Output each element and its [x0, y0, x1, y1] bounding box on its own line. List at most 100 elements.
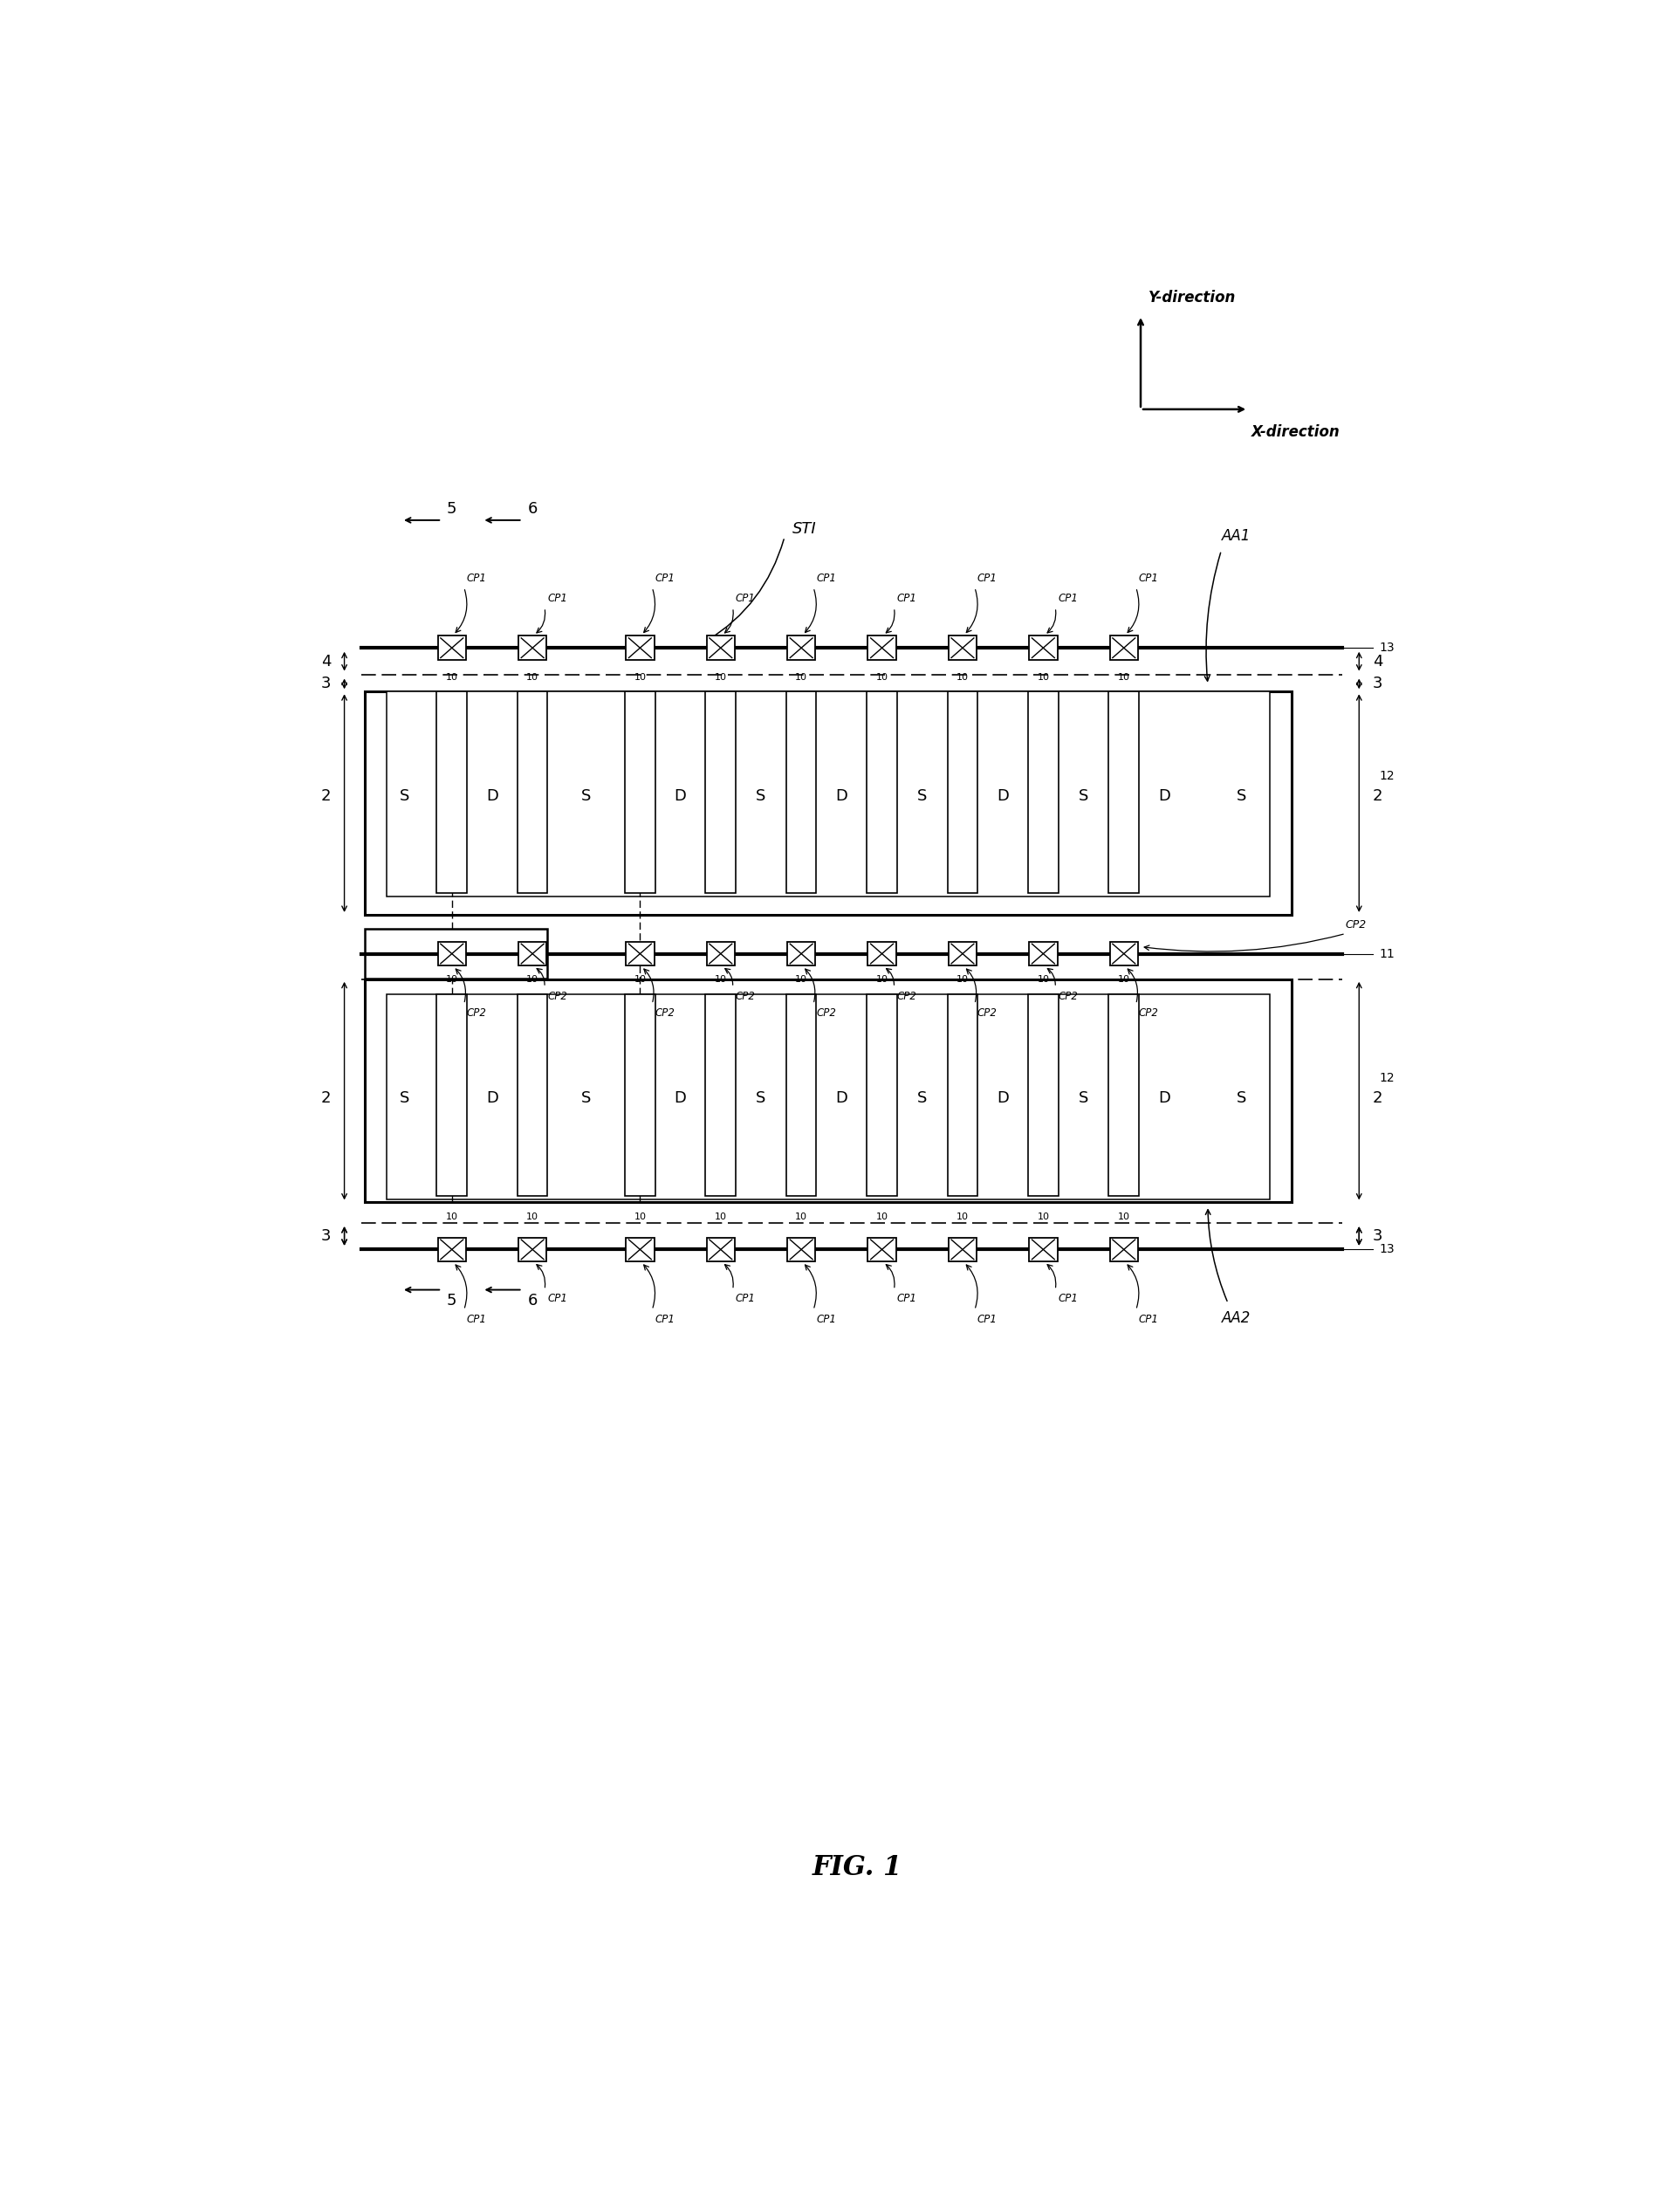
Text: CP2: CP2: [897, 991, 917, 1002]
Bar: [365, 692, 1292, 916]
Text: D: D: [487, 1091, 499, 1106]
Text: CP2: CP2: [654, 1006, 674, 1020]
Text: Y-direction: Y-direction: [1149, 290, 1236, 305]
Text: CP1: CP1: [736, 1294, 756, 1305]
Text: 10: 10: [1037, 975, 1049, 984]
Bar: [706, 1237, 734, 1261]
Text: 12: 12: [1379, 1073, 1395, 1084]
Bar: [386, 692, 1270, 896]
Text: 13: 13: [1379, 641, 1395, 655]
Bar: [788, 635, 815, 659]
Text: CP1: CP1: [736, 593, 756, 604]
Text: 2: 2: [321, 1091, 331, 1106]
Text: 4: 4: [1372, 653, 1382, 670]
Text: 10: 10: [1037, 1212, 1049, 1221]
Bar: [626, 942, 654, 967]
Text: 2: 2: [1372, 787, 1382, 803]
Text: D: D: [1158, 1091, 1169, 1106]
Bar: [517, 692, 547, 894]
Text: 10: 10: [634, 1212, 646, 1221]
Bar: [437, 692, 467, 894]
Text: 10: 10: [1118, 975, 1129, 984]
Bar: [786, 993, 816, 1197]
Text: 10: 10: [527, 975, 539, 984]
Text: 11: 11: [1379, 947, 1395, 960]
Bar: [519, 635, 547, 659]
Bar: [438, 942, 467, 967]
Text: 12: 12: [1379, 770, 1395, 781]
Text: CP1: CP1: [816, 1314, 836, 1325]
Text: 3: 3: [321, 675, 331, 690]
Bar: [626, 1237, 654, 1261]
Text: CP2: CP2: [977, 1006, 997, 1020]
Bar: [706, 692, 736, 894]
Text: CP1: CP1: [547, 593, 567, 604]
Bar: [386, 993, 1270, 1199]
Text: 10: 10: [1037, 672, 1049, 681]
Bar: [868, 635, 897, 659]
Bar: [1109, 635, 1138, 659]
Text: D: D: [674, 787, 686, 803]
Text: 10: 10: [634, 975, 646, 984]
Bar: [868, 1237, 897, 1261]
Text: CP1: CP1: [977, 1314, 997, 1325]
Text: S: S: [756, 1091, 766, 1106]
Text: CP1: CP1: [977, 573, 997, 584]
Text: 10: 10: [795, 975, 808, 984]
Text: 6: 6: [527, 502, 537, 518]
Text: CP1: CP1: [654, 1314, 674, 1325]
Text: D: D: [997, 787, 1009, 803]
Text: 10: 10: [877, 672, 888, 681]
Bar: [1109, 692, 1139, 894]
Bar: [706, 993, 736, 1197]
Text: 10: 10: [714, 672, 726, 681]
Text: CP2: CP2: [1139, 1006, 1159, 1020]
Text: CP1: CP1: [1057, 1294, 1077, 1305]
Bar: [519, 942, 547, 967]
Text: 10: 10: [634, 672, 646, 681]
Text: 6: 6: [527, 1294, 537, 1310]
Bar: [1029, 635, 1057, 659]
Text: CP1: CP1: [1057, 593, 1077, 604]
Bar: [437, 993, 467, 1197]
Text: 5: 5: [447, 1294, 457, 1310]
Text: S: S: [1236, 1091, 1246, 1106]
Text: 10: 10: [714, 1212, 726, 1221]
Text: X-direction: X-direction: [1251, 425, 1340, 440]
Bar: [1029, 993, 1059, 1197]
Text: 10: 10: [445, 672, 458, 681]
Text: S: S: [917, 787, 927, 803]
Text: S: S: [581, 1091, 591, 1106]
Text: 10: 10: [957, 975, 969, 984]
Text: CP1: CP1: [897, 1294, 917, 1305]
Text: D: D: [1158, 787, 1169, 803]
Text: 10: 10: [1118, 672, 1129, 681]
Text: AA1: AA1: [1221, 529, 1250, 544]
Text: 10: 10: [1118, 1212, 1129, 1221]
Text: CP2: CP2: [1057, 991, 1077, 1002]
Text: CP1: CP1: [1139, 1314, 1159, 1325]
Bar: [786, 692, 816, 894]
Bar: [626, 635, 654, 659]
Text: S: S: [581, 787, 591, 803]
Bar: [626, 692, 656, 894]
Bar: [1029, 692, 1059, 894]
Text: 3: 3: [1372, 1228, 1382, 1243]
Text: CP1: CP1: [654, 573, 674, 584]
Text: 3: 3: [1372, 675, 1382, 690]
Text: 10: 10: [877, 975, 888, 984]
Text: D: D: [835, 787, 848, 803]
Text: 4: 4: [321, 653, 331, 670]
Text: S: S: [756, 787, 766, 803]
Text: 13: 13: [1379, 1243, 1395, 1256]
Text: S: S: [1236, 787, 1246, 803]
Text: S: S: [400, 1091, 410, 1106]
Text: 10: 10: [795, 1212, 808, 1221]
Bar: [438, 1237, 467, 1261]
Bar: [517, 993, 547, 1197]
Text: AA2: AA2: [1221, 1310, 1250, 1325]
Bar: [519, 1237, 547, 1261]
Text: CP2: CP2: [816, 1006, 836, 1020]
Text: 10: 10: [527, 672, 539, 681]
Text: CP2: CP2: [736, 991, 756, 1002]
